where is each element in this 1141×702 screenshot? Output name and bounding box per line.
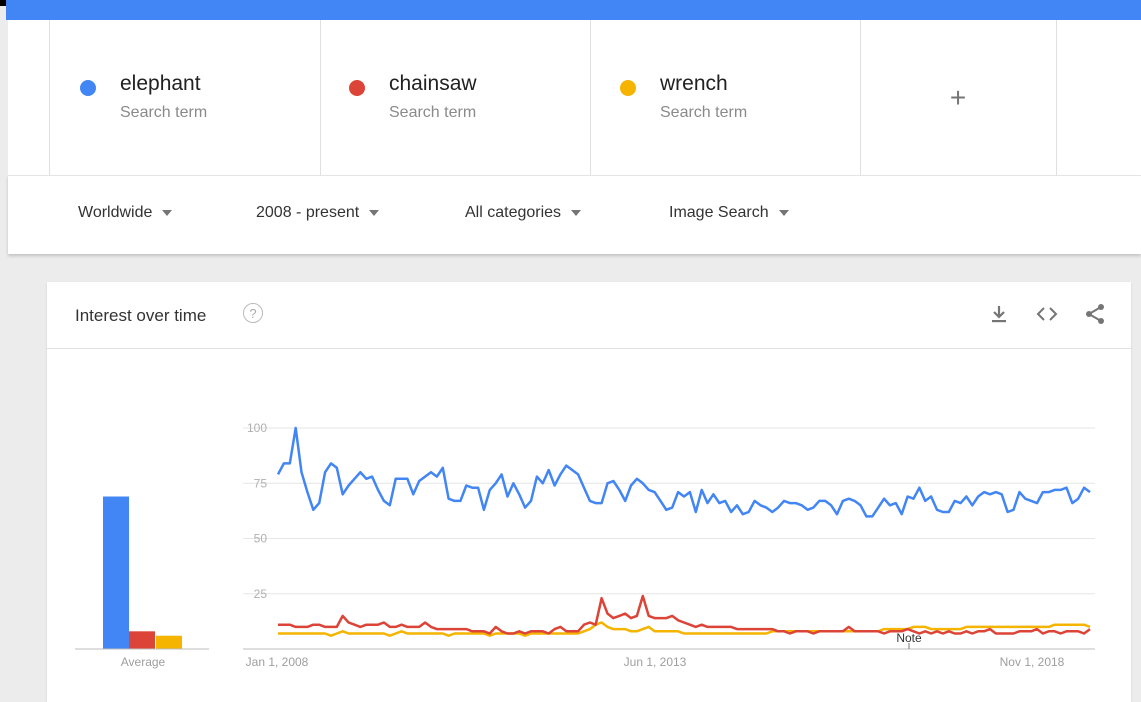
y-tick-label: 75: [254, 476, 268, 490]
card-title: Interest over time: [75, 306, 207, 325]
search-terms-row: elephant Search term chainsaw Search ter…: [8, 20, 1141, 175]
search-type-dropdown[interactable]: Image Search: [669, 204, 789, 222]
caret-down-icon: [571, 210, 582, 216]
search-type-label: Image Search: [669, 204, 769, 221]
term-name: wrench: [660, 72, 728, 95]
term-name: chainsaw: [389, 72, 477, 95]
note-annotation: Note: [896, 631, 922, 645]
x-tick-label: Nov 1, 2018: [1000, 655, 1065, 669]
category-label: All categories: [465, 204, 562, 221]
series-line-elephant: [276, 426, 1091, 518]
average-bar-elephant: [103, 496, 129, 649]
y-tick-label: 50: [254, 532, 268, 546]
chainsaw-color-dot: [349, 80, 365, 96]
term-card-chainsaw[interactable]: chainsaw Search term: [319, 20, 591, 175]
interest-chart: 100 75 50 25 Jan 1, 2008 Jun 1, 2013 Nov 1, 20…: [75, 421, 1095, 669]
series-line-chainsaw: [278, 594, 1091, 635]
x-tick-label: Jan 1, 2008: [246, 655, 309, 669]
average-bar-chainsaw: [129, 631, 155, 649]
header-accent-bar: [6, 0, 1141, 20]
category-dropdown[interactable]: All categories: [465, 204, 582, 222]
elephant-color-dot: [80, 80, 96, 96]
term-subtitle: Search term: [120, 104, 208, 121]
time-range-label: 2008 - present: [256, 204, 360, 221]
y-tick-label: 25: [254, 587, 268, 601]
time-range-dropdown[interactable]: 2008 - present: [256, 204, 380, 222]
caret-down-icon: [369, 210, 380, 216]
term-card-wrench[interactable]: wrench Search term: [590, 20, 861, 175]
average-bar-wrench: [156, 635, 182, 649]
region-dropdown[interactable]: Worldwide: [78, 204, 173, 222]
caret-down-icon: [778, 210, 789, 216]
terms-left-spacer: [8, 20, 50, 175]
filter-bar: Worldwide 2008 - present All categories …: [8, 175, 1141, 254]
add-term-button[interactable]: +: [860, 20, 1057, 175]
embed-icon[interactable]: [1035, 302, 1059, 326]
region-label: Worldwide: [78, 204, 153, 221]
term-card-elephant[interactable]: elephant Search term: [49, 20, 321, 175]
card-header: Interest over time ?: [47, 282, 1131, 349]
average-label: Average: [121, 655, 166, 669]
series-line-wrench: [278, 621, 1091, 637]
share-icon[interactable]: [1083, 302, 1107, 326]
wrench-color-dot: [620, 80, 636, 96]
caret-down-icon: [162, 210, 173, 216]
term-subtitle: Search term: [389, 104, 477, 121]
term-subtitle: Search term: [660, 104, 748, 121]
download-icon[interactable]: [987, 302, 1011, 326]
x-tick-label: Jun 1, 2013: [624, 655, 687, 669]
term-name: elephant: [120, 72, 201, 95]
help-icon[interactable]: ?: [243, 303, 263, 323]
y-tick-label: 100: [247, 421, 267, 435]
interest-over-time-card: Interest over time ? 100 75 50 25 Jan 1, 200…: [47, 282, 1131, 702]
